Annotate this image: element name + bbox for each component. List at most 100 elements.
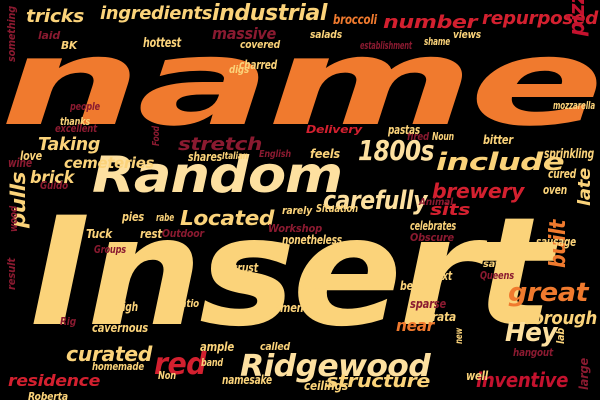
cloud-word: Tuck xyxy=(86,227,113,241)
cloud-word: fired xyxy=(407,130,430,143)
cloud-word: Guido xyxy=(40,179,69,192)
cloud-word: cavernous xyxy=(92,321,149,335)
cloud-word: late xyxy=(575,168,595,206)
cloud-word: Groups xyxy=(94,243,127,256)
cloud-word: Animal xyxy=(419,197,453,208)
cloud-word: well xyxy=(466,369,488,383)
cloud-word: industrial xyxy=(212,1,327,26)
cloud-word: 1800s xyxy=(358,134,435,167)
cloud-word: namesake xyxy=(222,373,272,387)
cloud-word: Delivery xyxy=(306,123,363,136)
cloud-word: excellent xyxy=(55,122,97,135)
cloud-word: establishment xyxy=(360,39,412,52)
cloud-word: wood xyxy=(7,206,20,232)
cloud-word: Non xyxy=(158,369,177,382)
cloud-word: cured xyxy=(548,167,577,181)
cloud-word: Ridgewood xyxy=(240,349,431,384)
cloud-word: include xyxy=(436,148,565,176)
cloud-word: Queens xyxy=(480,269,515,282)
cloud-word: crust xyxy=(232,261,259,275)
cloud-word: Located xyxy=(180,206,275,230)
cloud-word: Workshop xyxy=(268,222,323,235)
cloud-word: Patio xyxy=(175,297,200,310)
cloud-word: number xyxy=(383,12,478,33)
cloud-word: pastas xyxy=(388,123,421,137)
cloud-word: shares xyxy=(188,150,223,164)
cloud-word: borough xyxy=(521,308,597,329)
cloud-word: love xyxy=(20,149,42,163)
cloud-word: sparse xyxy=(410,297,447,311)
cloud-word: tricks xyxy=(26,6,84,27)
cloud-word: brewery xyxy=(432,179,524,203)
cloud-word: homemade xyxy=(92,360,145,373)
cloud-word: structure xyxy=(326,371,430,392)
cloud-word: celebrates xyxy=(410,219,456,233)
cloud-word: salads xyxy=(310,28,342,41)
cloud-word: feels xyxy=(310,147,340,161)
cloud-word: Roberta xyxy=(28,390,68,400)
cloud-word: large xyxy=(577,358,591,390)
cloud-word: ingredients xyxy=(100,3,213,24)
cloud-word: English xyxy=(259,149,291,160)
cloud-word: something xyxy=(5,6,18,62)
cloud-word: repurposed xyxy=(482,8,598,29)
cloud-word: cemeteries xyxy=(64,154,155,172)
cloud-word: wine xyxy=(8,156,32,170)
cloud-word: shame xyxy=(424,35,450,48)
cloud-word: bitter xyxy=(483,133,513,147)
cloud-word: rest xyxy=(140,227,163,241)
cloud-word: new xyxy=(454,327,465,344)
cloud-word: Italian xyxy=(222,151,249,162)
cloud-word: high xyxy=(116,300,139,314)
cloud-word: carefully xyxy=(323,186,427,216)
cloud-word: dome xyxy=(299,282,321,296)
cloud-word: name xyxy=(0,14,600,153)
cloud-word: inventive xyxy=(476,368,569,392)
cloud-word: sausage xyxy=(536,235,577,249)
cloud-word: broccoli xyxy=(333,13,377,28)
cloud-word: rarely xyxy=(282,204,312,217)
cloud-word: result xyxy=(5,257,18,290)
cloud-word: lab xyxy=(554,327,567,344)
cloud-word: rabe xyxy=(156,211,174,224)
cloud-word: band xyxy=(201,356,223,369)
cloud-word: laid xyxy=(38,29,60,42)
cloud-word: hottest xyxy=(143,36,182,51)
cloud-word: beauty xyxy=(400,279,436,293)
cloud-word: Hey xyxy=(505,318,558,348)
cloud-word: sits xyxy=(430,200,470,219)
cloud-word: pies xyxy=(122,210,145,224)
cloud-word: views xyxy=(453,28,481,41)
cloud-word: Rig xyxy=(60,315,77,328)
cloud-word: say xyxy=(483,259,502,270)
cloud-word: massive xyxy=(212,24,277,43)
cloud-word: mozzarella xyxy=(553,99,595,112)
cloud-word: Random xyxy=(92,146,343,204)
cloud-word: red xyxy=(154,347,207,382)
cloud-word: called xyxy=(260,340,290,353)
cloud-word: great xyxy=(508,278,589,308)
cloud-word: nonetheless xyxy=(282,233,343,247)
cloud-word: Obscure xyxy=(410,231,454,244)
cloud-word: pizzeria xyxy=(565,0,590,36)
cloud-word: BK xyxy=(61,39,78,52)
cloud-word: people xyxy=(70,100,100,113)
cloud-word: digs xyxy=(229,63,249,76)
cloud-word: ceilings xyxy=(304,379,349,393)
cloud-word: Taking xyxy=(38,134,101,155)
cloud-word: residence xyxy=(8,371,101,390)
cloud-word: sprinkling xyxy=(544,147,594,162)
cloud-word: ample xyxy=(200,340,235,354)
cloud-word: thanks xyxy=(60,115,91,128)
cloud-word: Food xyxy=(151,125,162,146)
cloud-word: Situation xyxy=(316,202,358,215)
cloud-word: charred xyxy=(239,58,277,72)
cloud-word: near xyxy=(396,316,434,335)
cloud-word: Noun xyxy=(432,130,454,143)
cloud-word: cement xyxy=(268,301,309,315)
cloud-word: Insert xyxy=(30,186,553,360)
cloud-word: covered xyxy=(240,38,280,51)
cloud-word: hangout xyxy=(513,346,554,359)
cloud-word: brick xyxy=(30,168,75,188)
